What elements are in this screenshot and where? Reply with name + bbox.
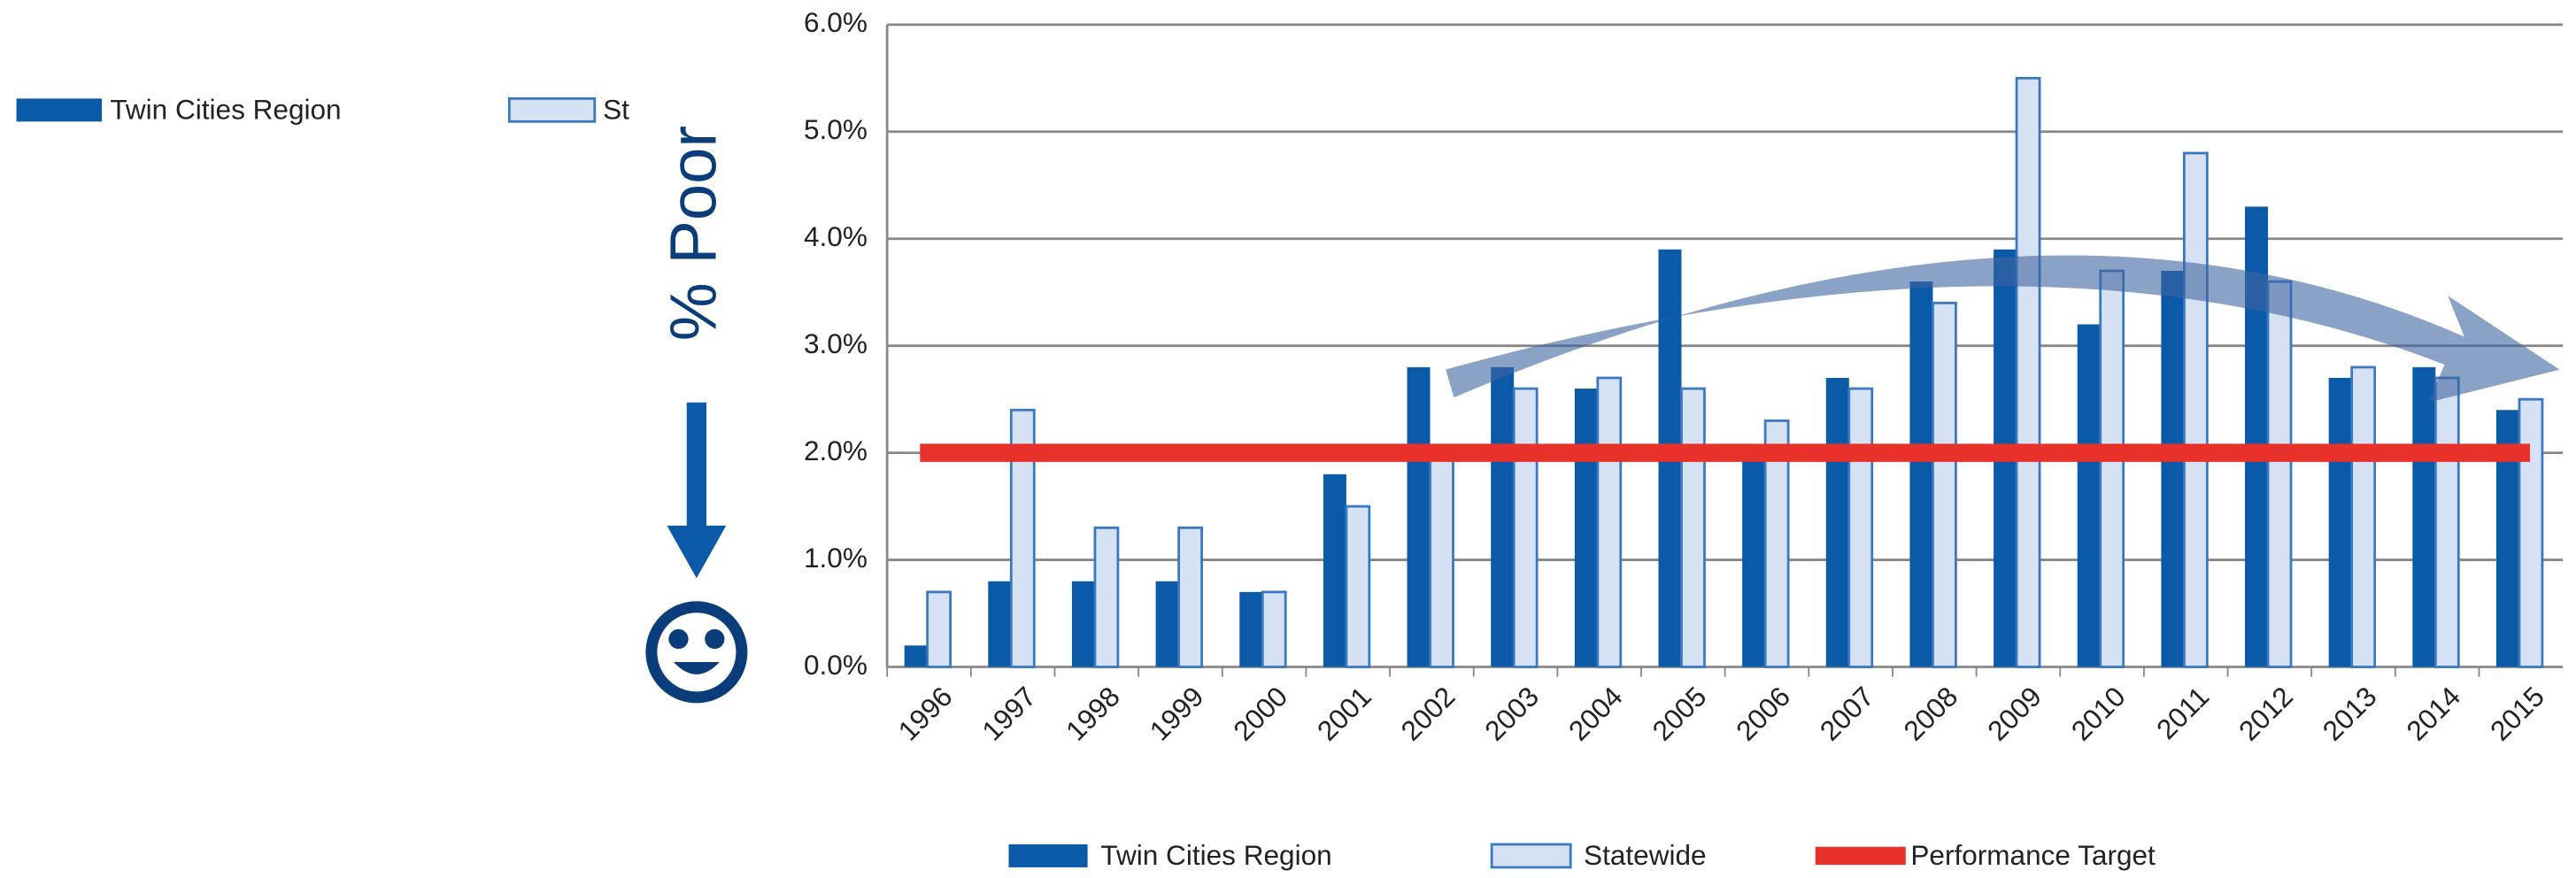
down-arrow — [667, 402, 727, 579]
y-tick-label: 5.0% — [804, 113, 868, 145]
bar — [1093, 526, 1120, 668]
bar — [2015, 76, 2041, 668]
y-tick-label: 0.0% — [804, 649, 868, 681]
x-tick-label: 1996 — [892, 681, 959, 747]
legend-swatch — [1490, 843, 1572, 869]
clipped-legend: Twin Cities Region St — [16, 94, 629, 126]
bar — [1596, 376, 1623, 668]
bar — [1071, 581, 1095, 667]
x-tick-label: 2003 — [1478, 681, 1545, 747]
bar — [1155, 581, 1179, 667]
bar — [1323, 474, 1346, 667]
x-tick-label: 2000 — [1227, 681, 1293, 747]
legend-swatch — [16, 98, 103, 122]
bar — [1239, 591, 1263, 667]
x-tick-label: 1999 — [1143, 681, 1209, 747]
bar — [1177, 526, 1203, 668]
trend-arrow — [1446, 255, 2560, 403]
bar — [2412, 366, 2436, 667]
bar — [2161, 271, 2185, 667]
legend-swatch — [507, 96, 597, 123]
legend-label: Twin Cities Region — [110, 94, 341, 126]
bar — [2099, 269, 2125, 668]
smiley-icon — [645, 601, 748, 704]
x-tick-label: 2002 — [1394, 681, 1461, 747]
legend-label: Twin Cities Region — [1100, 839, 1331, 871]
legend-label: St — [603, 94, 629, 126]
y-tick-label: 6.0% — [804, 6, 868, 38]
x-tick-label: 2001 — [1311, 681, 1377, 747]
bar — [2266, 280, 2293, 668]
y-axis-label: % Poor — [656, 126, 729, 341]
x-tick-label: 2006 — [1730, 681, 1796, 747]
bar — [1345, 504, 1371, 668]
bar — [1407, 366, 1431, 667]
y-tick-label: 2.0% — [804, 435, 868, 466]
bar — [1825, 377, 1849, 667]
y-tick-label: 3.0% — [804, 327, 868, 359]
x-tick-label: 2009 — [1981, 681, 2048, 747]
bar — [2328, 377, 2352, 667]
plot: 0.0% 1.0% 2.0% 3.0% 4.0% 5.0% 6.0% 1996 1997 1998… — [804, 6, 2564, 747]
bar — [926, 590, 953, 668]
bar — [2182, 151, 2209, 668]
x-tick-label: 1998 — [1060, 681, 1126, 747]
x-tick-label: 2008 — [1897, 681, 1963, 747]
x-tick-label: 2011 — [2150, 681, 2215, 745]
bar — [988, 581, 1012, 667]
legend: Twin Cities Region Statewide Performance T… — [1008, 839, 2156, 871]
bar — [1491, 366, 1515, 667]
x-tick-label: 1997 — [976, 681, 1042, 747]
bar — [1512, 387, 1539, 668]
bar — [2350, 366, 2377, 668]
legend-label: Statewide — [1584, 839, 1707, 871]
legend-label: Performance Target — [1910, 839, 2156, 871]
bar — [1429, 451, 1454, 668]
bar — [904, 645, 928, 667]
y-tick-label: 4.0% — [804, 220, 868, 252]
x-tick-label: 2005 — [1646, 681, 1712, 747]
legend-swatch — [1008, 843, 1088, 867]
bar — [1261, 590, 1287, 668]
x-tick-label: 2012 — [2233, 681, 2299, 747]
bar — [2433, 376, 2460, 668]
x-tick-label: 2013 — [2317, 681, 2383, 747]
bar — [1932, 301, 1957, 668]
bar — [1909, 281, 1933, 667]
x-tick-label: 2015 — [2484, 681, 2550, 747]
bar — [1574, 389, 1598, 667]
bar — [1847, 387, 1874, 668]
x-tick-label: 2004 — [1562, 681, 1629, 747]
x-tick-label: 2010 — [2065, 681, 2132, 747]
bar — [2518, 397, 2544, 668]
y-tick-label: 1.0% — [804, 542, 868, 574]
bar — [1680, 387, 1706, 668]
bar — [2077, 324, 2101, 667]
bar — [1742, 452, 1766, 667]
x-tick-label: 2014 — [2400, 681, 2466, 747]
x-tick-label: 2007 — [1814, 681, 1880, 747]
